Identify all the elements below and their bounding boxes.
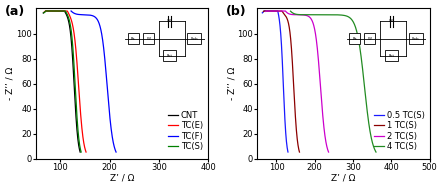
1 TC(S): [286, 24, 291, 26]
Line: 2 TC(S): 2 TC(S): [266, 11, 329, 152]
0.5 TC(S): [260, 11, 266, 13]
Line: 0.5 TC(S): 0.5 TC(S): [262, 11, 288, 152]
2 TC(S): [315, 45, 320, 47]
TC(F): [105, 96, 111, 98]
2 TC(S): [283, 10, 288, 12]
0.5 TC(S): [277, 20, 282, 23]
1 TC(S): [291, 91, 297, 93]
Line: TC(E): TC(E): [44, 11, 86, 152]
TC(S): [71, 55, 76, 58]
CNT: [78, 151, 83, 153]
TC(F): [75, 13, 80, 15]
0.5 TC(S): [278, 31, 283, 33]
4 TC(S): [334, 14, 339, 16]
4 TC(S): [332, 14, 338, 16]
4 TC(S): [299, 14, 304, 16]
2 TC(S): [295, 14, 300, 16]
CNT: [42, 11, 47, 13]
TC(E): [77, 96, 82, 98]
Line: TC(F): TC(F): [71, 11, 116, 152]
TC(S): [67, 22, 73, 24]
CNT: [43, 10, 48, 12]
TC(E): [65, 10, 70, 12]
0.5 TC(S): [260, 12, 265, 14]
TC(E): [42, 11, 47, 13]
1 TC(S): [261, 10, 267, 12]
Legend: CNT, TC(E), TC(F), TC(S): CNT, TC(E), TC(F), TC(S): [167, 110, 204, 152]
4 TC(S): [358, 52, 363, 54]
TC(S): [43, 10, 49, 12]
1 TC(S): [289, 55, 295, 57]
TC(F): [92, 15, 97, 18]
TC(F): [113, 151, 119, 153]
1 TC(S): [282, 13, 287, 16]
TC(F): [108, 123, 113, 125]
TC(S): [75, 126, 80, 128]
TC(E): [43, 10, 48, 12]
4 TC(S): [373, 151, 379, 153]
Legend: 0.5 TC(S), 1 TC(S), 2 TC(S), 4 TC(S): 0.5 TC(S), 1 TC(S), 2 TC(S), 4 TC(S): [373, 110, 425, 152]
TC(E): [70, 25, 76, 28]
1 TC(S): [261, 11, 266, 13]
TC(E): [82, 146, 87, 149]
1 TC(S): [286, 25, 291, 27]
2 TC(S): [326, 151, 331, 153]
2 TC(S): [301, 14, 306, 16]
TC(S): [78, 151, 84, 153]
TC(F): [100, 40, 105, 42]
X-axis label: Z’ / Ω: Z’ / Ω: [110, 174, 134, 182]
0.5 TC(S): [285, 148, 290, 150]
Y-axis label: - Z’’ / Ω: - Z’’ / Ω: [6, 67, 15, 100]
TC(E): [83, 151, 89, 153]
Line: 4 TC(S): 4 TC(S): [291, 11, 376, 152]
CNT: [77, 149, 82, 152]
TC(E): [66, 14, 72, 16]
0.5 TC(S): [281, 93, 286, 95]
4 TC(S): [364, 103, 369, 105]
Line: CNT: CNT: [43, 11, 80, 152]
2 TC(S): [313, 33, 318, 35]
Text: (b): (b): [226, 5, 247, 18]
CNT: [66, 21, 72, 24]
TC(F): [101, 45, 106, 47]
0.5 TC(S): [261, 10, 267, 12]
CNT: [67, 25, 72, 27]
TC(F): [68, 10, 74, 12]
Line: TC(S): TC(S): [44, 11, 81, 152]
TC(S): [41, 12, 47, 14]
1 TC(S): [297, 151, 302, 153]
4 TC(S): [288, 10, 293, 12]
TC(S): [74, 108, 79, 110]
1 TC(S): [296, 148, 302, 151]
0.5 TC(S): [285, 148, 290, 151]
CNT: [73, 112, 78, 115]
2 TC(S): [263, 10, 268, 12]
2 TC(S): [321, 125, 326, 127]
Line: 1 TC(S): 1 TC(S): [264, 11, 299, 152]
TC(E): [43, 10, 48, 13]
CNT: [69, 47, 74, 50]
4 TC(S): [342, 14, 347, 17]
Y-axis label: - Z’’ / Ω: - Z’’ / Ω: [227, 67, 236, 100]
X-axis label: Z’ / Ω: Z’ / Ω: [331, 174, 356, 182]
0.5 TC(S): [285, 151, 291, 153]
TC(S): [43, 10, 48, 12]
TC(S): [78, 150, 84, 153]
Text: (a): (a): [5, 5, 25, 18]
2 TC(S): [305, 15, 311, 17]
CNT: [41, 12, 46, 14]
